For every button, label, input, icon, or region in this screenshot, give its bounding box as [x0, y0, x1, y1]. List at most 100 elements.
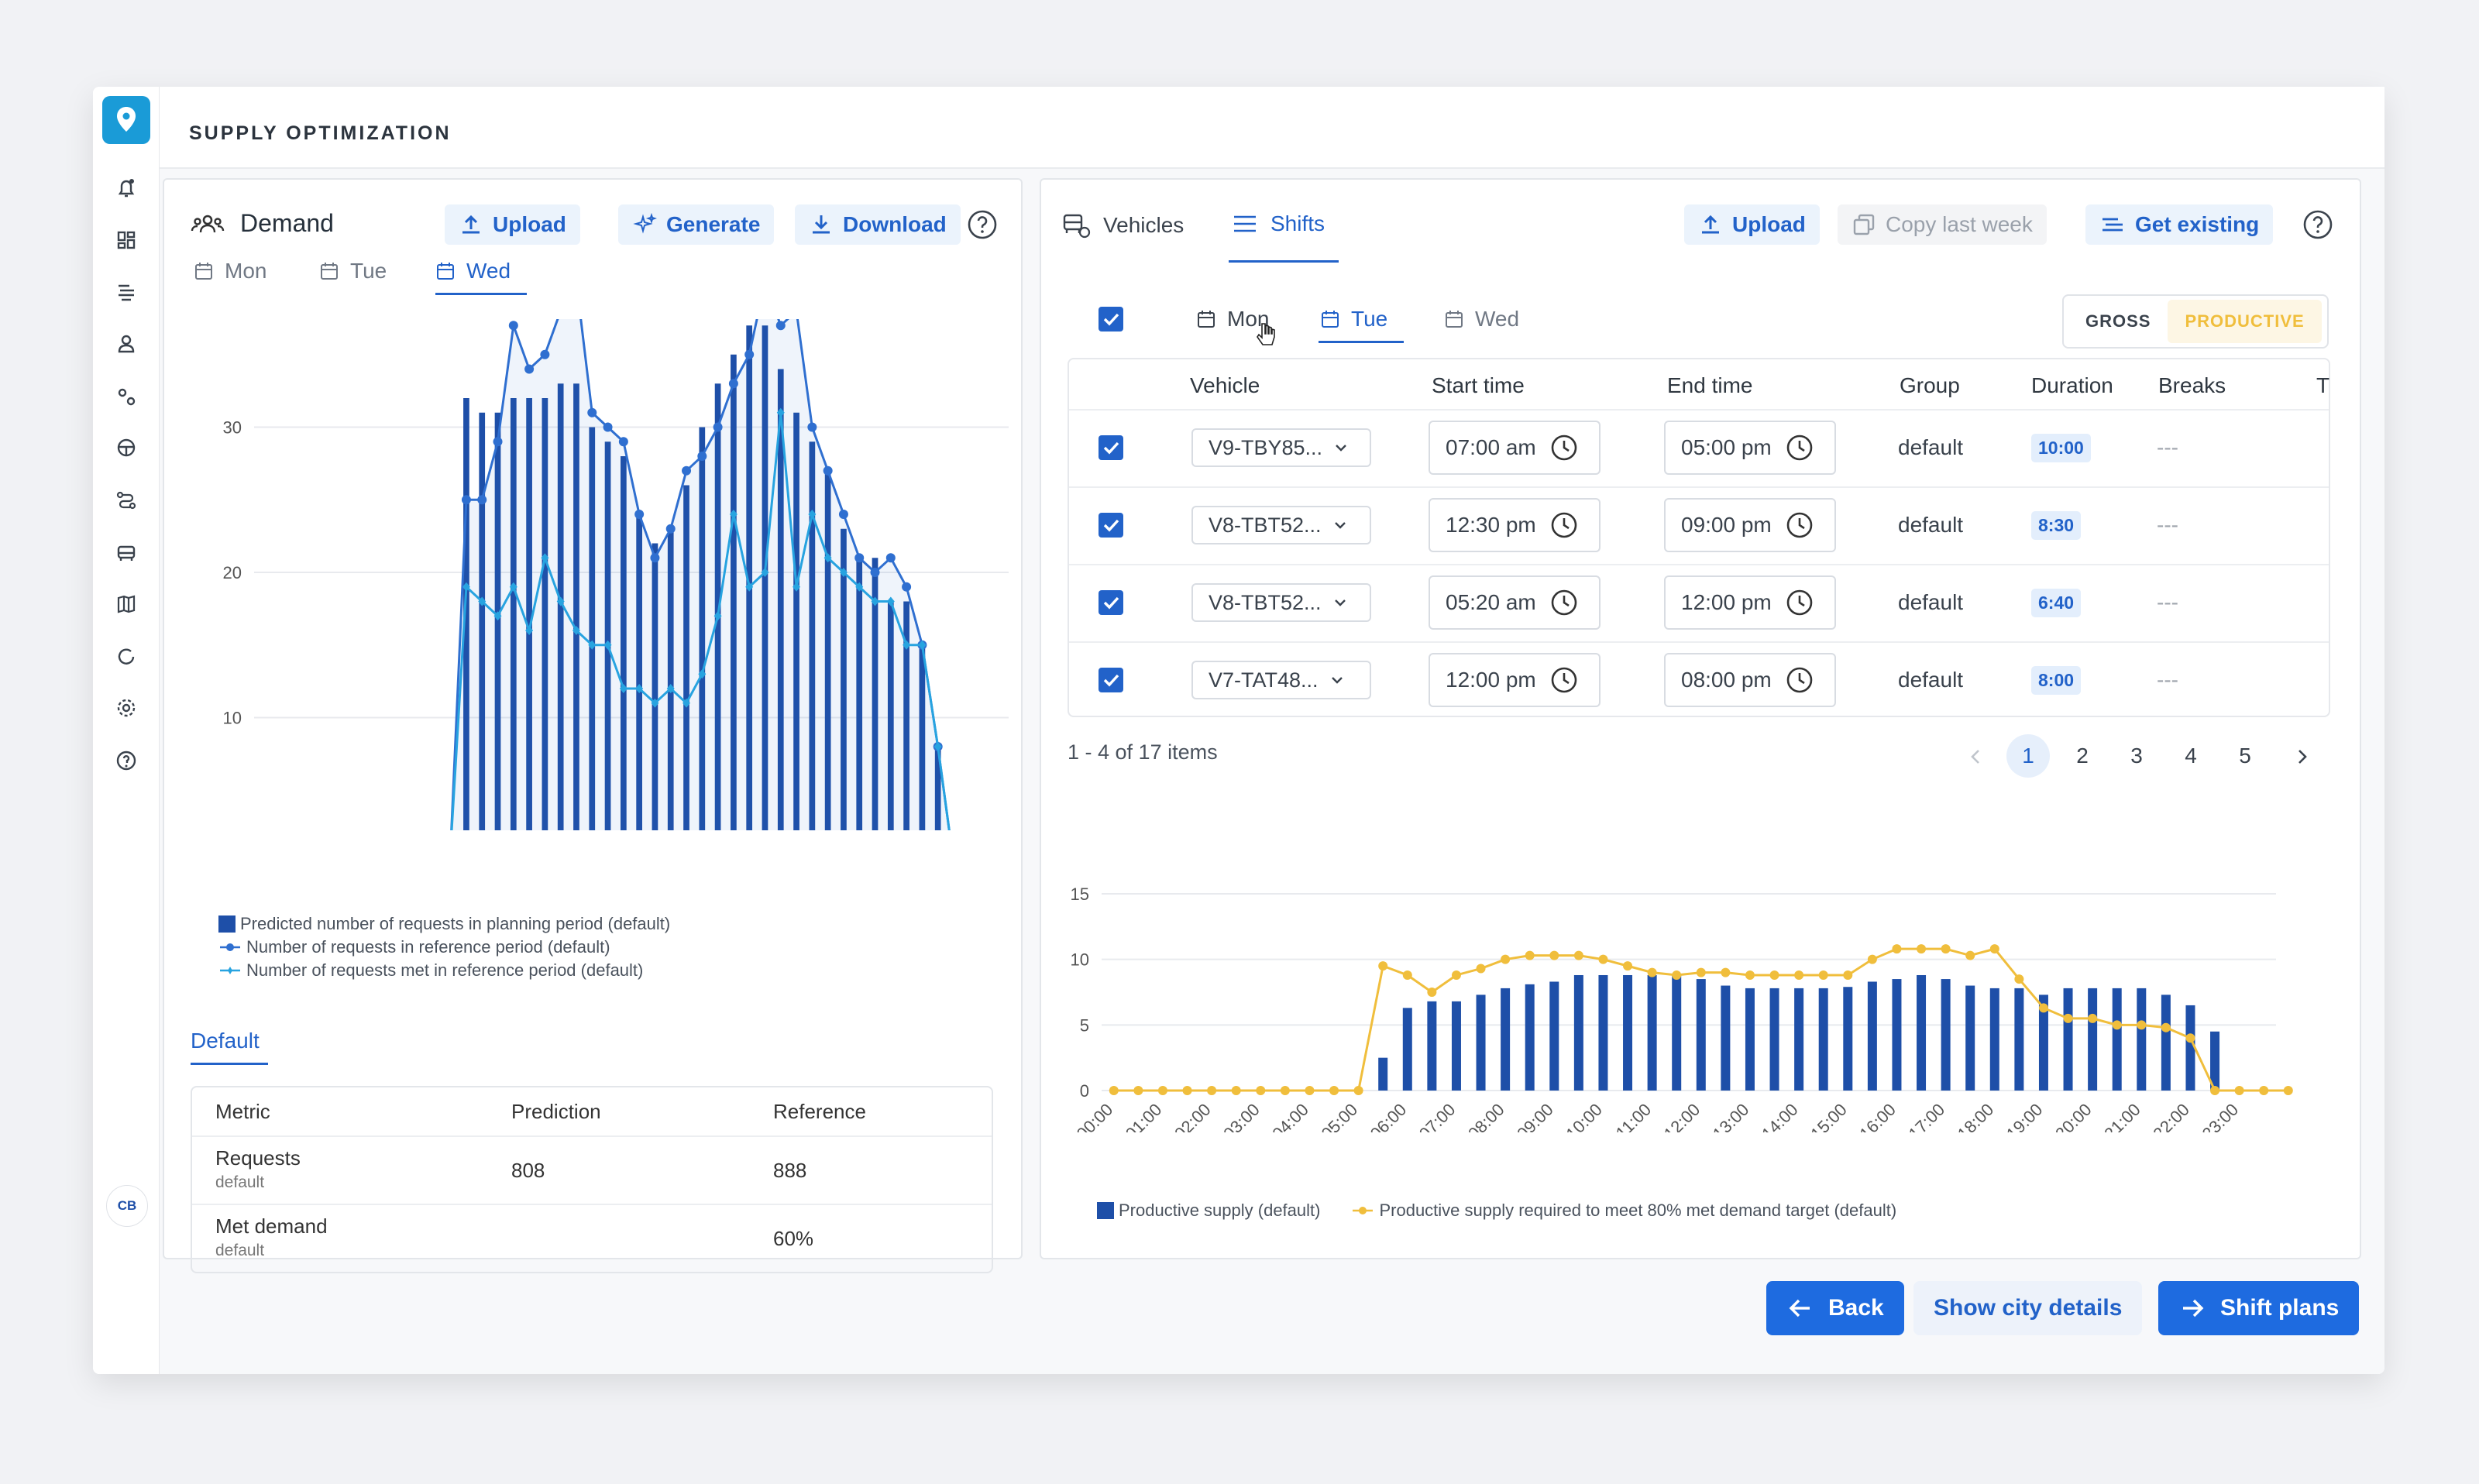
end-time-picker[interactable]: 05:00 pm — [1664, 421, 1836, 475]
series-point — [634, 510, 645, 519]
refresh-icon[interactable] — [111, 641, 142, 672]
list-icon — [1234, 215, 1256, 232]
bar — [2038, 994, 2048, 1091]
vehicle-select[interactable]: V8-TBT52... — [1191, 583, 1371, 622]
shift-plans-button[interactable]: Shift plans — [2158, 1281, 2360, 1335]
help-nav-icon[interactable] — [111, 745, 142, 776]
breaks-value: --- — [2157, 435, 2178, 459]
series-point — [1231, 1086, 1241, 1095]
vehicle-select[interactable]: V8-TBT52... — [1191, 506, 1371, 544]
row-checkbox[interactable] — [1099, 513, 1123, 538]
clock-icon — [1551, 512, 1577, 538]
series-point — [1476, 964, 1486, 974]
series-point — [1647, 967, 1657, 977]
series-point — [509, 582, 517, 592]
help-icon[interactable] — [2302, 209, 2333, 240]
series-point — [682, 465, 692, 476]
route-icon[interactable] — [111, 485, 142, 516]
page-1[interactable]: 1 — [2006, 734, 2050, 778]
row-checkbox[interactable] — [1099, 435, 1123, 460]
start-time-picker[interactable]: 12:30 pm — [1429, 498, 1601, 552]
lines-icon[interactable] — [111, 276, 142, 307]
shifts-panel: Vehicles Shifts Upload Copy last week Ge… — [1040, 178, 2361, 1259]
notifications-icon[interactable] — [111, 172, 142, 203]
tab-vehicles[interactable]: Vehicles — [1060, 209, 1184, 242]
get-existing-button[interactable]: Get existing — [2085, 204, 2274, 245]
vehicle-icon[interactable] — [111, 538, 142, 569]
demand-upload-button[interactable]: Upload — [445, 204, 580, 245]
bar — [652, 543, 658, 830]
toggle-gross[interactable]: GROSS — [2085, 311, 2151, 331]
shifts-upload-button[interactable]: Upload — [1684, 204, 1820, 245]
bar — [1917, 974, 1927, 1091]
series-point — [2283, 1086, 2293, 1095]
shift-plans-label: Shift plans — [2220, 1295, 2340, 1321]
series-point — [603, 422, 613, 432]
demand-day-tab-wed[interactable]: Wed — [435, 259, 511, 283]
series-point — [1305, 1086, 1315, 1095]
shifts-day-tab-tue[interactable]: Tue — [1320, 307, 1387, 331]
end-time-picker[interactable]: 09:00 pm — [1664, 498, 1836, 552]
back-button[interactable]: Back — [1766, 1281, 1904, 1335]
settings-icon[interactable] — [111, 692, 142, 723]
tab-shifts[interactable]: Shifts — [1230, 209, 1325, 239]
start-time-picker[interactable]: 12:00 pm — [1429, 653, 1601, 707]
user-icon[interactable] — [111, 328, 142, 359]
clock-icon — [1551, 435, 1577, 461]
divider — [192, 1135, 992, 1137]
vehicle-select[interactable]: V9-TBY85... — [1191, 428, 1371, 467]
series-point — [854, 553, 865, 563]
series-point — [462, 582, 470, 592]
chevron-right-icon[interactable] — [2290, 745, 2313, 768]
map-icon[interactable] — [111, 589, 142, 620]
dashboard-icon[interactable] — [111, 225, 142, 256]
series-point — [650, 553, 660, 563]
copy-last-week-button[interactable]: Copy last week — [1838, 204, 2047, 245]
shifts-day-tab-wed[interactable]: Wed — [1444, 307, 1519, 331]
series-point — [1917, 944, 1927, 954]
duration-badge: 8:30 — [2031, 511, 2082, 540]
help-icon[interactable] — [967, 209, 998, 240]
demand-day-tab-tue[interactable]: Tue — [319, 259, 387, 283]
checkmark-icon — [1103, 313, 1119, 326]
app-logo[interactable] — [102, 96, 150, 144]
group-tab-default[interactable]: Default — [191, 1029, 260, 1053]
series-point — [775, 321, 786, 331]
download-button[interactable]: Download — [795, 204, 961, 245]
select-all-checkbox[interactable] — [1099, 307, 1123, 331]
demand-day-tab-mon[interactable]: Mon — [194, 259, 266, 283]
bar — [1598, 974, 1608, 1091]
locations-icon[interactable] — [111, 381, 142, 412]
series-point — [1794, 970, 1804, 980]
bar — [1892, 979, 1902, 1091]
series-point — [1769, 970, 1779, 980]
user-avatar[interactable]: CB — [106, 1185, 148, 1227]
page-3[interactable]: 3 — [2130, 744, 2143, 768]
chevron-left-icon[interactable] — [1965, 745, 1988, 768]
row-checkbox[interactable] — [1099, 590, 1123, 615]
page-5[interactable]: 5 — [2239, 744, 2251, 768]
end-time-picker[interactable]: 08:00 pm — [1664, 653, 1836, 707]
day-label: Tue — [1351, 307, 1388, 331]
metric-requests: Requests default — [215, 1146, 301, 1192]
start-time-picker[interactable]: 05:20 am — [1429, 575, 1601, 630]
show-city-details-button[interactable]: Show city details — [1913, 1281, 2143, 1335]
page-2[interactable]: 2 — [2076, 744, 2089, 768]
x-tick-label: 10:00 — [1562, 1100, 1606, 1132]
series-point — [808, 510, 817, 519]
day-label: Wed — [1475, 307, 1520, 331]
upload-label: Upload — [1732, 212, 1806, 236]
y-tick-label: 15 — [1071, 885, 1089, 904]
series-point — [1672, 970, 1682, 980]
steering-wheel-icon[interactable] — [111, 432, 142, 463]
toggle-productive[interactable]: PRODUCTIVE — [2168, 300, 2322, 343]
series-point — [2038, 1003, 2048, 1013]
end-time-picker[interactable]: 12:00 pm — [1664, 575, 1836, 630]
row-checkbox[interactable] — [1099, 668, 1123, 692]
generate-button[interactable]: Generate — [618, 204, 775, 245]
page-4[interactable]: 4 — [2185, 744, 2197, 768]
vehicle-select[interactable]: V7-TAT48... — [1191, 661, 1371, 699]
bar — [479, 412, 486, 830]
start-time-picker[interactable]: 07:00 am — [1429, 421, 1601, 475]
metric-met-demand: Met demand default — [215, 1214, 328, 1260]
